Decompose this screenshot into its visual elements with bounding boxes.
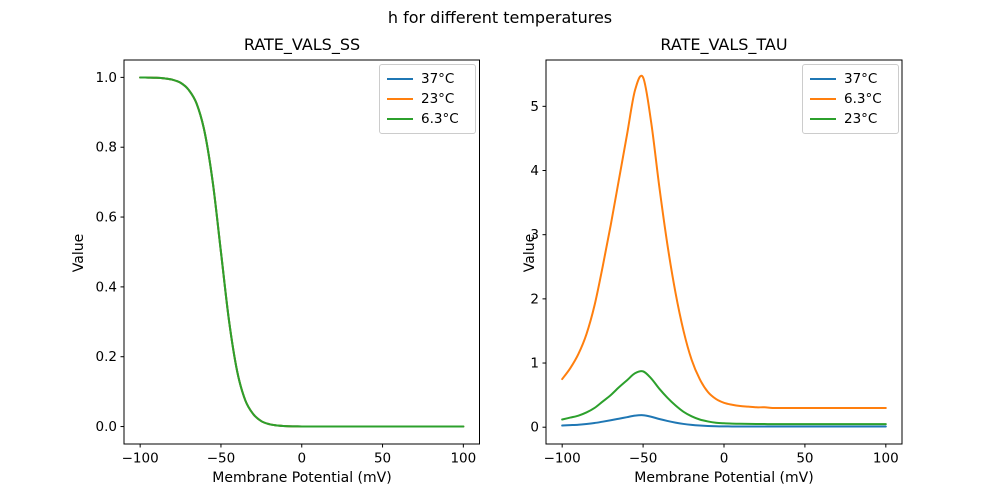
legend-entry: 23°C: [387, 89, 468, 109]
x-tick-label: 50: [374, 451, 391, 467]
y-tick-label: 1.0: [96, 70, 117, 86]
tau-y-axis-label: Value: [522, 233, 538, 273]
ss-spines: [123, 59, 480, 445]
legend-label: 6.3°C: [844, 91, 882, 107]
x-tick-label: 50: [796, 451, 813, 467]
y-tick-label: 2: [530, 291, 539, 307]
y-tick-label: 0.2: [96, 349, 117, 365]
tau-spines: [545, 59, 903, 445]
legend-line-swatch: [810, 77, 836, 81]
legend-entry: 6.3°C: [387, 109, 468, 129]
legend-entry: 37°C: [387, 69, 468, 89]
ss-ticks: −100 −50 0 50 100 0.0 0.2 0.4 0.6 0.8 1.0: [96, 70, 477, 467]
legend-label: 23°C: [844, 111, 878, 127]
x-tick-label: 0: [297, 451, 306, 467]
tau-plot-title: RATE_VALS_TAU: [660, 35, 788, 54]
legend-line-swatch: [810, 97, 836, 101]
legend-line-swatch: [387, 97, 413, 101]
tau-curve-37c: [561, 414, 887, 428]
figure-suptitle: h for different temperatures: [387, 8, 613, 27]
ss-curve-6-3c: [139, 76, 465, 428]
legend-line-swatch: [810, 117, 836, 121]
ss-y-axis-label: Value: [71, 233, 87, 273]
x-tick-label: −100: [544, 451, 581, 467]
tau-curve-6-3c: [561, 74, 887, 409]
legend-label: 23°C: [421, 91, 455, 107]
legend-label: 37°C: [844, 71, 878, 87]
x-tick-label: 100: [873, 451, 899, 467]
x-tick-label: −50: [207, 451, 236, 467]
ss-plot-title: RATE_VALS_SS: [243, 35, 361, 54]
legend-entry: 6.3°C: [810, 89, 891, 109]
legend-line-swatch: [387, 117, 413, 121]
y-tick-label: 1: [530, 356, 539, 372]
y-tick-label: 0.6: [96, 210, 117, 226]
legend-line-swatch: [387, 77, 413, 81]
x-tick-label: −50: [629, 451, 658, 467]
y-tick-label: 5: [530, 99, 539, 115]
y-tick-label: 0: [530, 420, 539, 436]
tau-x-axis-label: Membrane Potential (mV): [634, 470, 814, 486]
ss-axes: −100 −50 0 50 100 0.0 0.2 0.4 0.6 0.8 1.0: [96, 59, 480, 467]
ss-x-axis-label: Membrane Potential (mV): [212, 470, 392, 486]
legend-label: 6.3°C: [421, 111, 459, 127]
legend-label: 37°C: [421, 71, 455, 87]
legend-entry: 23°C: [810, 109, 891, 129]
tau-ticks: −100 −50 0 50 100 0 1 2 3 4 5: [530, 99, 898, 467]
x-tick-label: 0: [720, 451, 729, 467]
tau-curve-23c: [561, 370, 887, 426]
y-tick-label: 0.8: [96, 140, 117, 156]
x-tick-label: 100: [450, 451, 476, 467]
y-tick-label: 4: [530, 163, 539, 179]
tau-axes: −100 −50 0 50 100 0 1 2 3 4 5: [530, 59, 903, 467]
y-tick-label: 0.4: [96, 279, 117, 295]
tau-legend: 37°C 6.3°C 23°C: [802, 64, 899, 134]
y-tick-label: 3: [530, 227, 539, 243]
ss-legend: 37°C 23°C 6.3°C: [379, 64, 476, 134]
legend-entry: 37°C: [810, 69, 891, 89]
x-tick-label: −100: [122, 451, 159, 467]
y-tick-label: 0.0: [96, 419, 117, 435]
